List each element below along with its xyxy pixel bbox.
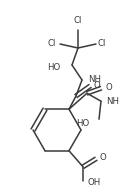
Text: NH: NH [106,97,119,106]
Text: OH: OH [87,178,100,187]
Text: NH: NH [88,75,101,85]
Text: Cl: Cl [98,40,106,48]
Text: Cl: Cl [74,16,82,25]
Text: O: O [100,153,107,162]
Text: O: O [94,81,101,89]
Text: Cl: Cl [48,40,56,48]
Text: HO: HO [47,62,60,72]
Text: HO: HO [76,119,89,128]
Text: O: O [105,83,112,92]
